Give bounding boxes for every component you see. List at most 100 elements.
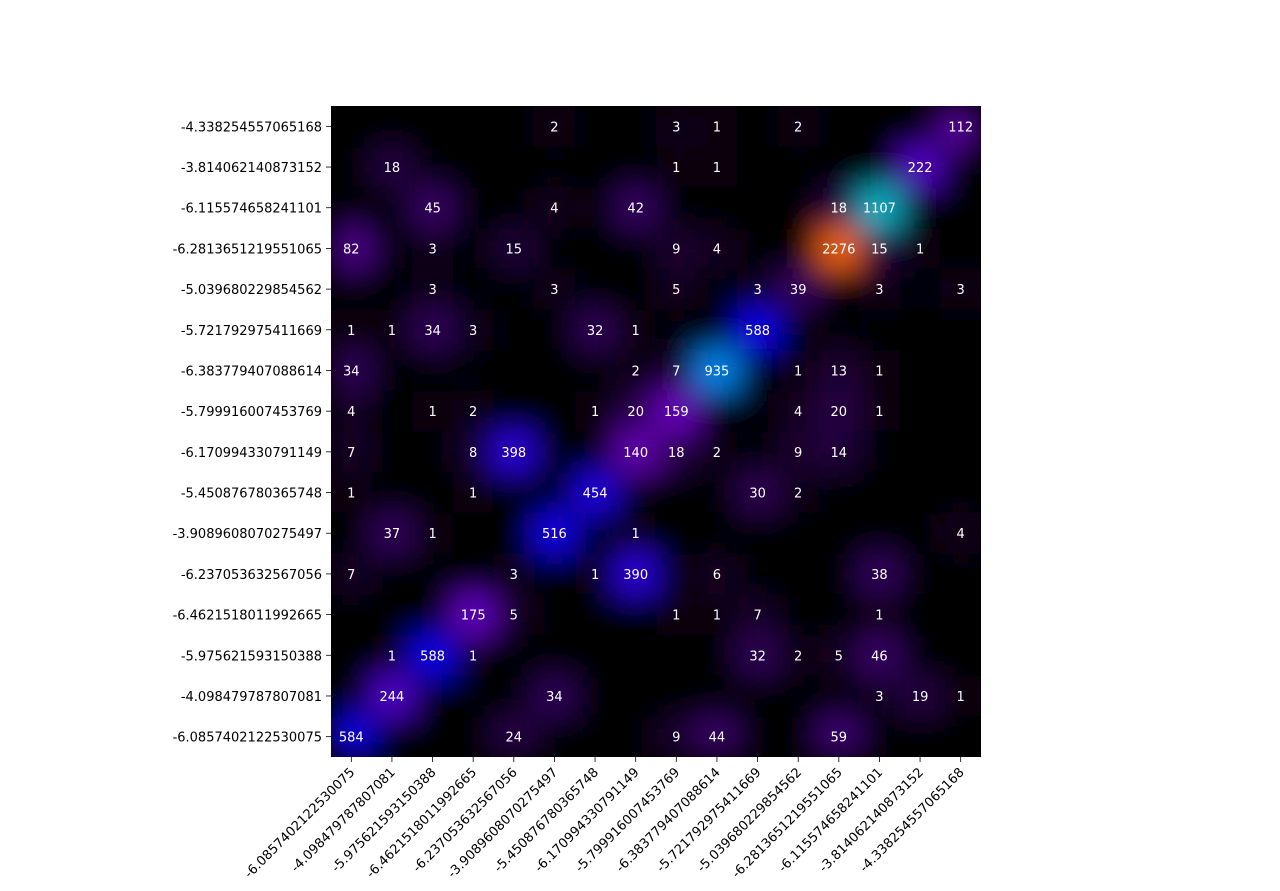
cell-value-label: 2 [794, 649, 802, 664]
cell-value-label: 2 [550, 120, 558, 135]
cell-value-label: 2 [713, 446, 721, 461]
cell-value-label: 5 [672, 283, 680, 298]
cell-value-label: 15 [871, 242, 888, 257]
cell-value-label: 7 [672, 365, 680, 380]
cell-value-label: 2 [794, 487, 802, 502]
cell-value-label: 935 [704, 365, 729, 380]
y-tick-label: -5.039680229854562 [181, 283, 322, 298]
cell-value-label: 37 [384, 527, 401, 542]
cell-value-label: 9 [672, 242, 680, 257]
cell-value-label: 3 [875, 283, 883, 298]
cell-value-label: 1 [469, 487, 477, 502]
cell-value-label: 8 [469, 446, 477, 461]
y-tick-label: -4.338254557065168 [181, 120, 322, 135]
cell-value-label: 3 [753, 283, 761, 298]
y-tick-label: -5.799916007453769 [181, 405, 322, 420]
y-tick-label: -6.2813651219551065 [173, 242, 322, 257]
cell-value-label: 1 [957, 690, 965, 705]
cell-value-label: 2276 [822, 242, 855, 257]
cell-value-label: 588 [745, 324, 770, 339]
y-tick-label: -5.450876780365748 [181, 487, 322, 502]
cell-value-label: 2 [469, 405, 477, 420]
cell-value-label: 1 [632, 324, 640, 339]
cell-value-label: 584 [339, 731, 364, 746]
cell-value-label: 1 [713, 609, 721, 624]
x-axis: -6.0857402122530075-4.098479787807081-5.… [242, 757, 968, 881]
cell-value-label: 2 [794, 120, 802, 135]
cell-value-label: 3 [428, 283, 436, 298]
cell-value-label: 1 [347, 487, 355, 502]
cell-value-label: 159 [664, 405, 689, 420]
cell-value-label: 32 [587, 324, 604, 339]
cell-value-label: 1 [591, 568, 599, 583]
cell-value-label: 32 [749, 649, 766, 664]
cell-value-label: 3 [875, 690, 883, 705]
cell-value-label: 4 [713, 242, 721, 257]
cell-value-label: 1 [875, 405, 883, 420]
cell-value-label: 1 [388, 649, 396, 664]
cell-value-label: 39 [790, 283, 807, 298]
cell-value-label: 4 [347, 405, 355, 420]
cell-value-label: 5 [835, 649, 843, 664]
cell-value-label: 82 [343, 242, 360, 257]
cell-value-label: 4 [794, 405, 802, 420]
cell-value-label: 20 [627, 405, 644, 420]
cell-value-label: 45 [424, 202, 441, 217]
cell-value-label: 4 [957, 527, 965, 542]
cell-value-label: 19 [912, 690, 929, 705]
y-axis: -4.338254557065168 -3.814062140873152 -6.1… [173, 120, 331, 746]
cell-value-label: 1 [388, 324, 396, 339]
cell-value-label: 588 [420, 649, 445, 664]
cell-value-label: 18 [384, 161, 401, 176]
cell-value-label: 1 [713, 161, 721, 176]
y-tick-label: -6.4621518011992665 [173, 609, 322, 624]
cell-value-label: 3 [428, 242, 436, 257]
cell-value-label: 7 [347, 446, 355, 461]
cell-value-label: 1 [672, 161, 680, 176]
y-tick-label: -6.115574658241101 [181, 202, 322, 217]
cell-value-label: 20 [831, 405, 848, 420]
cell-value-label: 454 [583, 487, 608, 502]
cell-value-label: 42 [627, 202, 644, 217]
cell-value-label: 140 [623, 446, 648, 461]
cell-value-label: 1 [469, 649, 477, 664]
cell-value-label: 7 [753, 609, 761, 624]
cell-value-label: 3 [550, 283, 558, 298]
cell-value-label: 34 [343, 365, 360, 380]
cell-value-label: 24 [506, 731, 523, 746]
cell-value-label: 222 [908, 161, 933, 176]
cell-value-label: 34 [424, 324, 441, 339]
cell-value-label: 5 [510, 609, 518, 624]
y-tick-label: -6.170994330791149 [181, 446, 322, 461]
y-tick-label: -4.098479787807081 [181, 690, 322, 705]
cell-value-label: 1 [916, 242, 924, 257]
cell-value-label: 390 [623, 568, 648, 583]
cell-value-label: 1 [428, 527, 436, 542]
cell-value-label: 244 [379, 690, 404, 705]
cell-value-label: 15 [506, 242, 523, 257]
cell-value-label: 175 [461, 609, 486, 624]
cell-value-label: 18 [668, 446, 685, 461]
cell-value-label: 1 [875, 365, 883, 380]
cell-value-label: 34 [546, 690, 563, 705]
cell-value-label: 1 [632, 527, 640, 542]
cell-value-label: 1 [672, 609, 680, 624]
cell-value-label: 1 [347, 324, 355, 339]
cell-value-label: 38 [871, 568, 888, 583]
cell-value-label: 4 [550, 202, 558, 217]
cell-value-label: 30 [749, 487, 766, 502]
cell-value-label: 2 [632, 365, 640, 380]
cell-value-label: 18 [831, 202, 848, 217]
cell-value-label: 14 [831, 446, 848, 461]
cell-value-label: 3 [672, 120, 680, 135]
y-tick-label: -6.0857402122530075 [173, 731, 322, 746]
y-tick-label: -3.9089608070275497 [173, 527, 322, 542]
heatmap-image [331, 106, 981, 757]
cell-value-label: 59 [831, 731, 848, 746]
cell-value-label: 3 [469, 324, 477, 339]
y-tick-label: -5.975621593150388 [181, 649, 322, 664]
cell-value-label: 13 [831, 365, 848, 380]
y-tick-label: -3.814062140873152 [181, 161, 322, 176]
cell-value-label: 9 [672, 731, 680, 746]
